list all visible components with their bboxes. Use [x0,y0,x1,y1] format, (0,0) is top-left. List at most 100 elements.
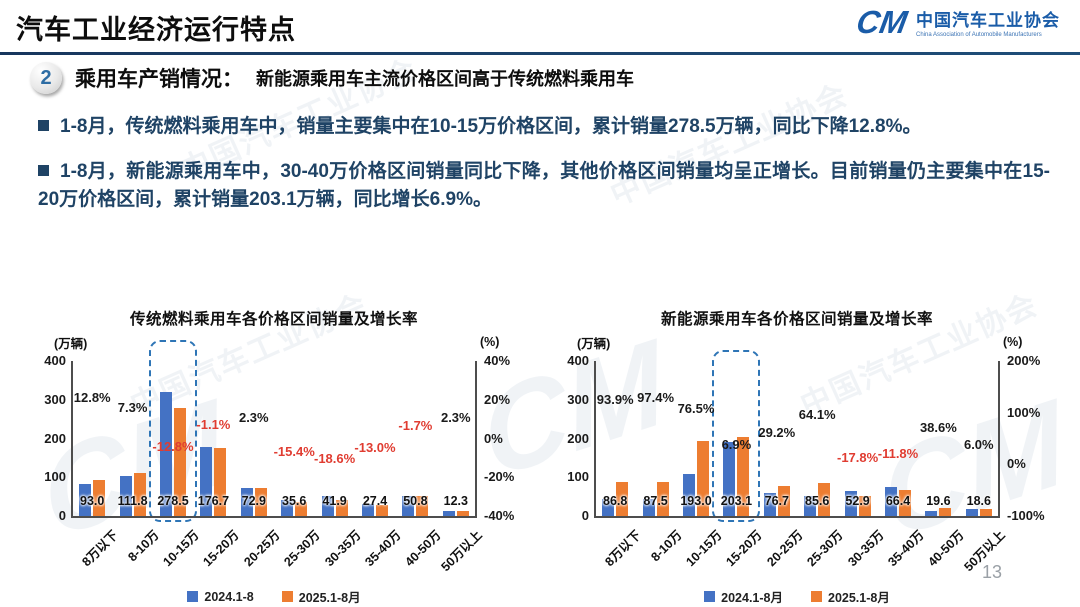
header-divider [0,52,1080,55]
growth-label: -13.0% [354,439,396,455]
right-axis-tick: 0% [1007,456,1026,472]
right-axis-line [475,361,477,516]
x-axis-line [71,516,477,518]
bar-2025 [979,508,992,516]
legend: 2024.1-8月 2025.1-8月 [595,587,999,606]
chart-title: 传统燃料乘用车各价格区间销量及增长率 [129,311,418,328]
bar-value-label: 50.8 [403,494,428,508]
bar-value-label: 278.5 [157,494,189,508]
bar-2024 [160,392,172,516]
chart-traditional-fuel: 传统燃料乘用车各价格区间销量及增长率 (万辆) (%) 400 300 200 100… [28,303,543,605]
bullet-item: 1-8月，新能源乘用车中，30-40万价格区间销量同比下降，其他价格区间销量均呈… [38,158,1050,215]
bar-2025 [214,447,227,516]
bar-2024 [119,475,132,516]
right-axis-tick: 100% [1007,404,1041,420]
left-axis-tick: 300 [567,391,589,407]
growth-label: -18.6% [313,450,356,466]
left-axis-tick: 0 [581,508,589,523]
bar-2024 [362,503,374,516]
bar-2025 [456,511,469,516]
growth-label: -17.8% [836,449,879,465]
bar-2025 [656,482,669,516]
bar-value-label: 87.5 [643,494,668,508]
bar-2024 [844,491,857,516]
bar-2024 [683,473,695,516]
bar-2025 [777,486,790,516]
bar-value-label: 35.6 [282,494,307,508]
left-axis-tick: 400 [567,353,589,368]
page-number: 13 [982,562,1003,582]
bar-2024 [804,495,817,516]
growth-label: 6.9% [721,436,752,452]
section-heading-sub: 新能源乘用车主流价格区间高于传统燃料乘用车 [256,69,634,89]
bar-2025 [295,502,308,516]
bullet-square-icon [38,120,49,131]
growth-label: 97.4% [637,390,675,405]
bar-2024 [602,498,615,516]
bar-2024 [965,509,978,516]
growth-label: 76.5% [677,400,715,416]
right-axis-unit: (%) [480,335,500,349]
bullet-list: 1-8月，传统燃料乘用车中，销量主要集中在10-15万价格区间，累计销量278.… [38,113,1050,231]
bar-2024 [281,499,294,516]
legend-label: 2025.1-8月 [298,591,361,605]
x-axis-line [594,516,1000,518]
legend-swatch [281,591,293,602]
growth-label: 12.8% [73,389,111,405]
legend: 2024.1-8 2025.1-8月 [72,587,476,606]
left-axis-tick: 100 [44,469,66,485]
bar-2025 [899,490,911,516]
org-logo-text: 中国汽车工业协会 China Association of Automobile… [916,6,1060,38]
bar-2025 [697,441,709,516]
bar-2024 [79,484,92,516]
right-axis-tick: 40% [484,353,511,368]
legend-item: 2025.1-8月 [811,587,890,606]
right-axis-tick: -100% [1007,508,1045,523]
legend-item: 2024.1-8 [187,587,254,606]
right-axis-tick: 0% [484,430,503,446]
org-name-cn: 中国汽车工业协会 [916,11,1060,30]
highlight-box [149,340,197,522]
bar-value-label: 93.0 [80,494,105,508]
bar-value-label: 12.3 [443,494,468,508]
bar-2024 [321,496,334,516]
bar-2024 [402,495,415,516]
page-title: 汽车工业经济运行特点 [16,15,296,45]
bar-2025 [737,437,750,516]
cm-logo-icon: CM [854,4,911,40]
left-axis-tick: 100 [567,469,589,485]
section-heading-main: 乘用车产销情况： [75,68,243,91]
bar-2025 [93,479,106,516]
right-axis-line [998,361,1000,516]
bar-2024 [885,486,897,516]
bullet-text: 1-8月，新能源乘用车中，30-40万价格区间销量同比下降，其他价格区间销量均呈… [38,160,1050,211]
bar-value-label: 41.9 [322,494,347,508]
growth-label: 64.1% [798,407,836,423]
bullet-square-icon [38,164,49,176]
left-axis-tick: 200 [44,430,66,446]
highlight-box [712,350,761,522]
bar-value-label: 111.8 [117,494,148,508]
growth-label: 29.2% [758,425,796,441]
growth-label: -15.4% [273,444,315,460]
left-axis-line [594,361,596,516]
bar-value-label: 19.6 [926,494,951,508]
right-axis-unit: (%) [1003,335,1023,349]
left-axis-unit: (万辆) [54,337,88,351]
bar-value-label: 66.4 [885,494,911,508]
bar-2025 [939,508,952,516]
left-axis-line [71,361,73,516]
bar-value-label: 72.9 [241,494,266,508]
growth-label: -1.7% [398,417,433,433]
right-axis-tick: 200% [1007,353,1041,368]
bar-2025 [174,408,186,516]
growth-label: 93.9% [596,391,634,407]
org-logo: CM 中国汽车工业协会 China Association of Automob… [854,4,1060,40]
legend-item: 2025.1-8月 [281,587,361,606]
growth-label: 7.3% [117,400,148,416]
bar-value-label: 52.9 [845,494,870,508]
bar-2025 [818,482,831,516]
left-axis-tick: 300 [44,391,66,407]
bar-value-label: 18.6 [966,494,991,508]
